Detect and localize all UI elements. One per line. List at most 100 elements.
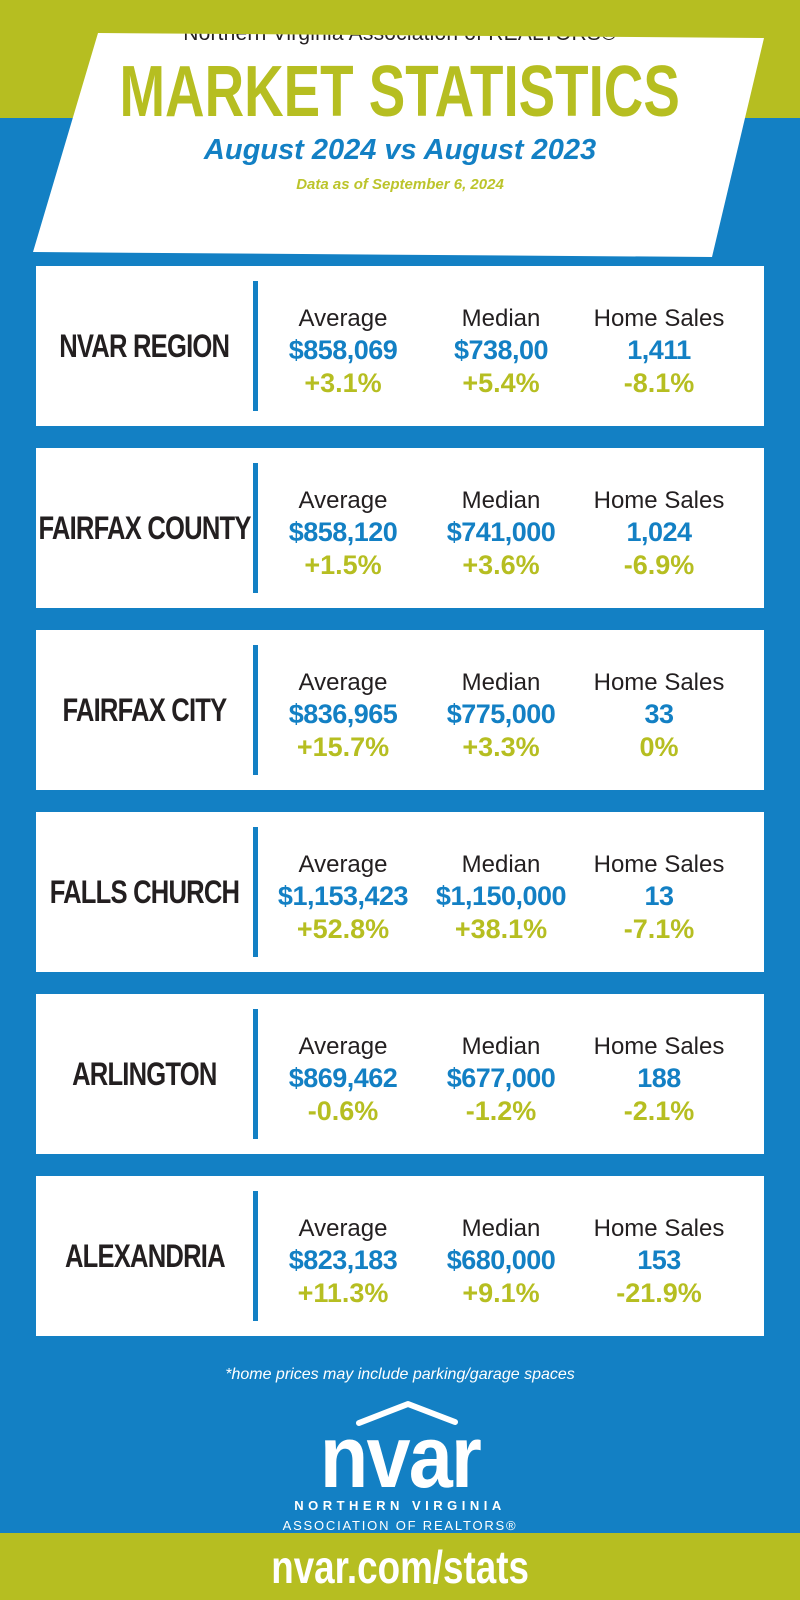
stat-value: $869,462 [288,1063,398,1093]
stat-home-sales: Home Sales 33 0% [580,642,738,790]
stat-change: 0% [639,732,679,762]
vertical-divider [253,281,258,411]
stat-value: 153 [637,1245,681,1275]
region-name-label: FAIRFAX CITY [62,691,228,728]
stat-label: Home Sales [593,1033,725,1060]
region-name: FAIRFAX CITY [36,630,253,790]
stat-label: Median [461,851,541,878]
nvar-logo: nvar NORTHERN VIRGINIA ASSOCIATION OF RE… [0,1400,800,1533]
stat-change: -0.6% [307,1096,379,1126]
header-plate: Northern Virginia Association of REALTOR… [33,22,764,257]
region-name-label: FALLS CHURCH [49,873,240,910]
vertical-divider [253,827,258,957]
stat-average: Average $858,069 +3.1% [264,278,422,426]
stat-median: Median $775,000 +3.3% [422,642,580,790]
region-stats: Average $836,965 +15.7% Median $775,000 … [258,630,764,790]
stat-value: $741,000 [446,517,556,547]
stat-value: $858,069 [288,335,398,365]
region-stats: Average $1,153,423 +52.8% Median $1,150,… [258,812,764,972]
stat-change: -21.9% [616,1278,702,1308]
stat-median: Median $741,000 +3.6% [422,460,580,608]
stat-value: $836,965 [288,699,398,729]
roof-icon [356,1401,458,1426]
stat-average: Average $858,120 +1.5% [264,460,422,608]
stat-label: Average [298,1033,388,1060]
header-banner: Northern Virginia Association of REALTOR… [0,0,800,266]
stat-value: 13 [644,881,674,911]
region-name-label: ARLINGTON [72,1055,217,1092]
vertical-divider [253,1191,258,1321]
stat-median: Median $680,000 +9.1% [422,1188,580,1336]
region-card-arlington: ARLINGTON Average $869,462 -0.6% Median … [36,994,764,1154]
region-name: ALEXANDRIA [36,1176,253,1336]
region-name-label: FAIRFAX COUNTY [38,509,251,546]
stat-average: Average $1,153,423 +52.8% [264,824,422,972]
stat-label: Home Sales [593,305,725,332]
stat-change: -1.2% [465,1096,537,1126]
stat-change: +38.1% [454,914,548,944]
stat-change: +3.6% [462,550,540,580]
stat-change: +5.4% [462,368,540,398]
region-name: FALLS CHURCH [36,812,253,972]
region-stats: Average $858,069 +3.1% Median $738,00 +5… [258,266,764,426]
stat-label: Median [461,305,541,332]
stat-label: Average [298,305,388,332]
logo-line1: NORTHERN VIRGINIA [294,1498,506,1513]
stat-change: -6.9% [623,550,695,580]
region-card-fairfax-county: FAIRFAX COUNTY Average $858,120 +1.5% Me… [36,448,764,608]
stat-label: Home Sales [593,851,725,878]
stat-value: $738,00 [453,335,549,365]
stat-label: Home Sales [593,669,725,696]
stat-value: $1,153,423 [277,881,409,911]
stat-label: Median [461,1215,541,1242]
region-card-alexandria: ALEXANDRIA Average $823,183 +11.3% Media… [36,1176,764,1336]
stat-home-sales: Home Sales 1,024 -6.9% [580,460,738,608]
footer-url: nvar.com/stats [271,1540,529,1593]
region-name: ARLINGTON [36,994,253,1154]
stat-label: Average [298,487,388,514]
stat-label: Average [298,669,388,696]
stat-average: Average $869,462 -0.6% [264,1006,422,1154]
vertical-divider [253,1009,258,1139]
page-title: MARKET STATISTICS [119,52,681,132]
logo-line2: ASSOCIATION OF REALTORS® [282,1518,518,1533]
comparison-subtitle: August 2024 vs August 2023 [203,134,597,167]
stat-median: Median $677,000 -1.2% [422,1006,580,1154]
stat-home-sales: Home Sales 1,411 -8.1% [580,278,738,426]
vertical-divider [253,645,258,775]
region-card-fairfax-city: FAIRFAX CITY Average $836,965 +15.7% Med… [36,630,764,790]
region-name-label: ALEXANDRIA [64,1237,226,1274]
stat-value: $823,183 [288,1245,398,1275]
stat-median: Median $738,00 +5.4% [422,278,580,426]
price-footnote: *home prices may include parking/garage … [225,1366,575,1383]
stat-change: -8.1% [623,368,695,398]
stat-change: +3.3% [462,732,540,762]
stat-value: $858,120 [288,517,398,547]
stat-label: Average [298,1215,388,1242]
stat-change: -7.1% [623,914,695,944]
region-stats: Average $823,183 +11.3% Median $680,000 … [258,1176,764,1336]
stat-value: $1,150,000 [435,881,567,911]
region-stats: Average $858,120 +1.5% Median $741,000 +… [258,448,764,608]
stat-label: Home Sales [593,1215,725,1242]
region-name: FAIRFAX COUNTY [36,448,253,608]
stat-change: +9.1% [462,1278,540,1308]
region-name: NVAR REGION [36,266,253,426]
vertical-divider [253,463,258,593]
region-card-nvar-region: NVAR REGION Average $858,069 +3.1% Media… [36,266,764,426]
stat-value: 33 [644,699,674,729]
stat-median: Median $1,150,000 +38.1% [422,824,580,972]
stat-change: +52.8% [296,914,390,944]
region-stats: Average $869,462 -0.6% Median $677,000 -… [258,994,764,1154]
region-name-label: NVAR REGION [59,327,231,364]
stat-value: 1,024 [626,517,692,547]
stats-card-list: NVAR REGION Average $858,069 +3.1% Media… [0,266,800,1336]
stat-home-sales: Home Sales 13 -7.1% [580,824,738,972]
stat-value: $677,000 [446,1063,556,1093]
stat-value: $680,000 [446,1245,556,1275]
stat-value: 188 [637,1063,681,1093]
region-card-falls-church: FALLS CHURCH Average $1,153,423 +52.8% M… [36,812,764,972]
stat-value: $775,000 [446,699,556,729]
org-name: Northern Virginia Association of REALTOR… [183,22,617,45]
stat-change: +3.1% [304,368,382,398]
